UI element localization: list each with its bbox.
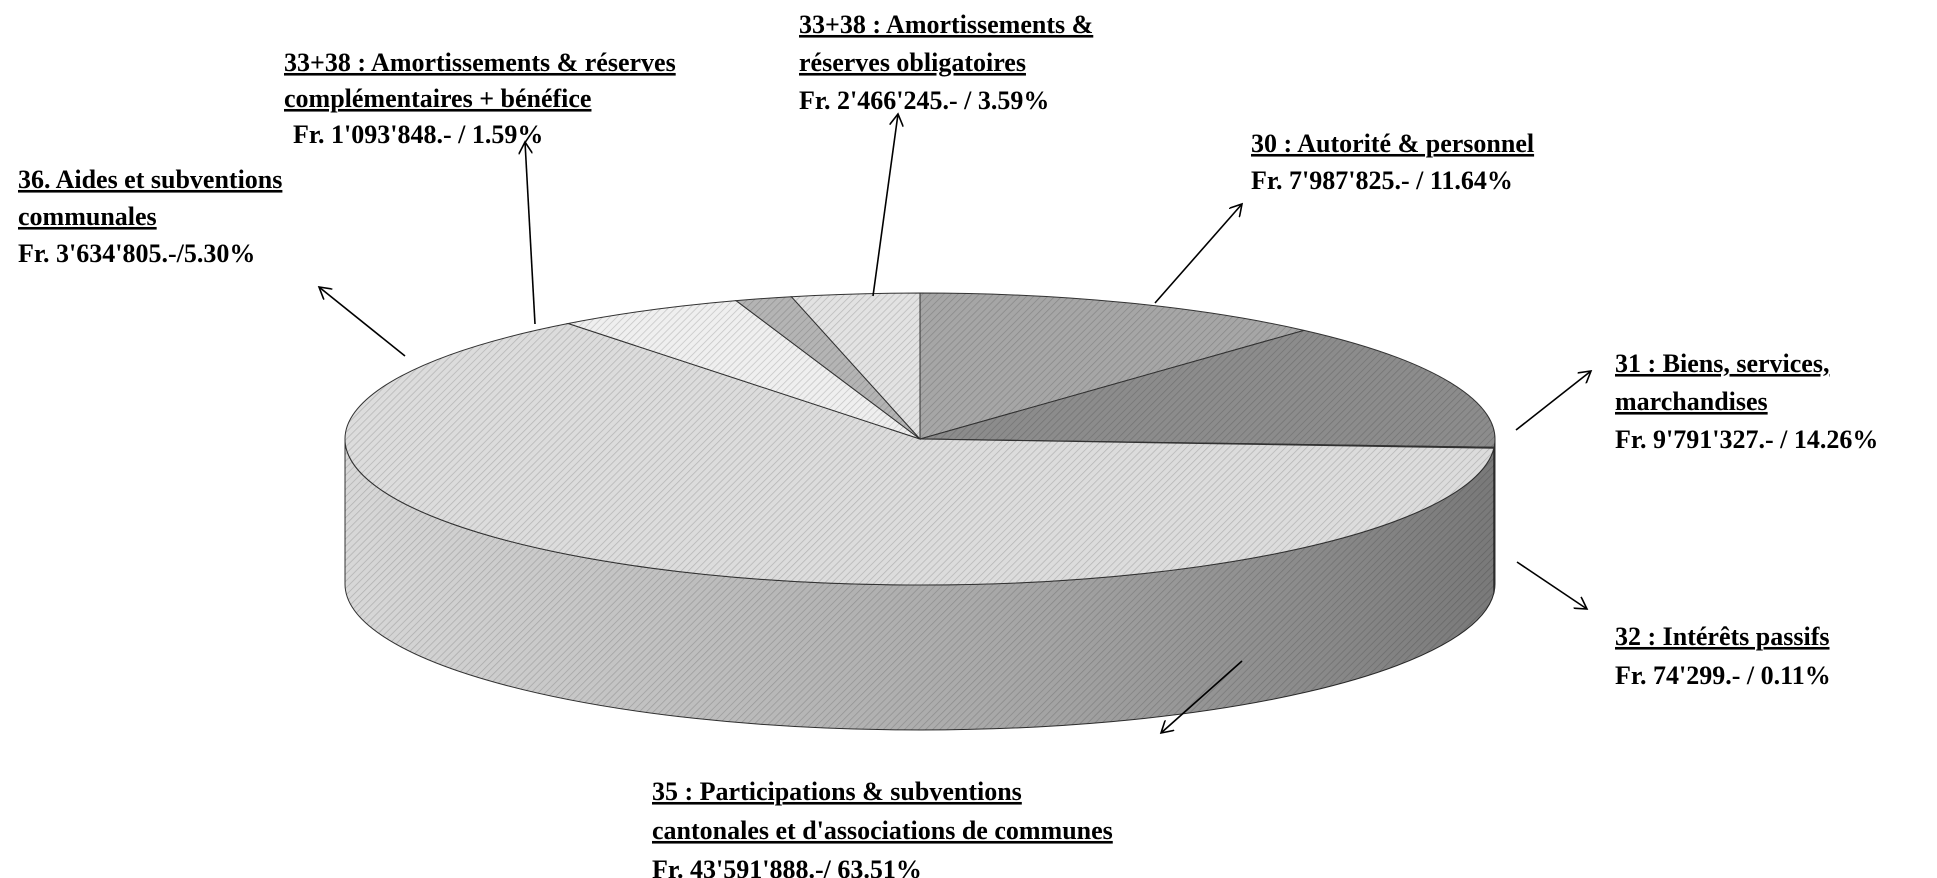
- leader-arrow: [1161, 660, 1243, 733]
- slice-hatch: [736, 296, 920, 439]
- value-label: Fr. 7'987'825.- / 11.64%: [1251, 166, 1513, 195]
- leader-arrow: [525, 142, 536, 325]
- slice-hatch: [920, 330, 1495, 448]
- slice-hatch: [345, 323, 1494, 586]
- leader-arrow: [1516, 561, 1587, 609]
- label-title: complémentaires + bénéfice: [284, 84, 591, 113]
- label-title: 36. Aides et subventions: [18, 165, 282, 194]
- labels: 30 : Autorité & personnel Fr. 7'987'825.-…: [18, 10, 1878, 878]
- label-title: 33+38 : Amortissements & réserves: [284, 48, 676, 77]
- value-label: Fr. 3'634'805.-/5.30%: [18, 239, 255, 268]
- leader-arrow: [872, 114, 898, 297]
- label-title: 31 : Biens, services,: [1615, 349, 1829, 378]
- side-shade: [345, 439, 1494, 731]
- leader-arrow: [319, 287, 406, 357]
- value-label: Fr. 1'093'848.- / 1.59%: [293, 120, 543, 149]
- label-title: marchandises: [1615, 387, 1768, 416]
- label-title: communales: [18, 202, 157, 231]
- leader-arrow: [1154, 204, 1242, 304]
- leader-arrow: [1515, 371, 1591, 431]
- label-title: 33+38 : Amortissements &: [799, 10, 1093, 39]
- label-title: 35 : Participations & subventions: [652, 777, 1022, 806]
- value-label: Fr. 74'299.- / 0.11%: [1615, 661, 1831, 690]
- label-title: réserves obligatoires: [799, 48, 1026, 77]
- value-label: Fr. 9'791'327.- / 14.26%: [1615, 425, 1878, 454]
- value-label: Fr. 43'591'888.-/ 63.51%: [652, 855, 922, 878]
- slice-hatch: [568, 300, 920, 439]
- label-title: 32 : Intérêts passifs: [1615, 622, 1830, 651]
- label-title: cantonales et d'associations de communes: [652, 816, 1113, 845]
- value-label: Fr. 2'466'245.- / 3.59%: [799, 86, 1049, 115]
- pie: [344, 292, 1496, 731]
- slice-hatch: [791, 293, 920, 439]
- slice-hatch: [920, 293, 1305, 439]
- label-title: 30 : Autorité & personnel: [1251, 129, 1534, 158]
